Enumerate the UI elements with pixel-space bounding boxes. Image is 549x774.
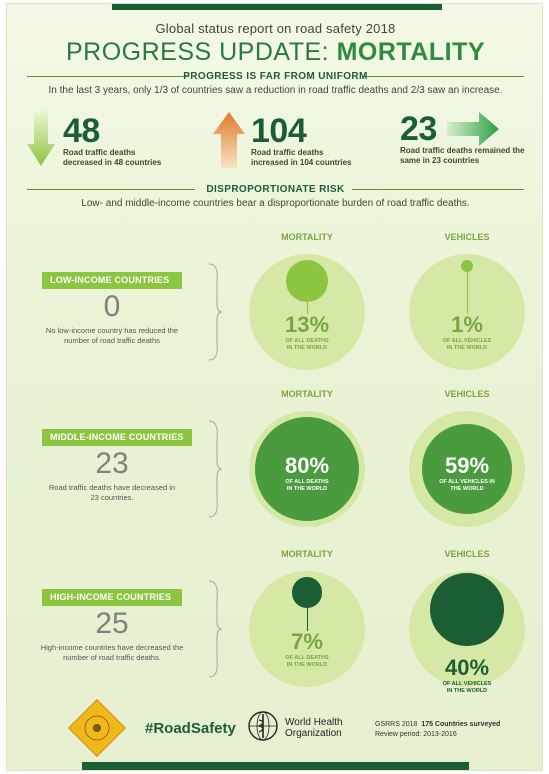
vehicles-heading: VEHICLES — [444, 549, 490, 559]
income-group-count: 0 — [103, 290, 121, 323]
divider — [27, 76, 189, 77]
mortality-percent-label: IN THE WORLD — [286, 345, 328, 351]
vehicles-percent-label: IN THE WORLD — [446, 345, 488, 351]
review-period: Review period: 2013-2016 — [375, 731, 457, 738]
who-emblem-icon — [248, 711, 278, 741]
mortality-percent: 13% — [284, 312, 330, 337]
mortality-percent-label: IN THE WORLD — [286, 662, 328, 668]
progress-description: In the last 3 years, only 1/3 of countri… — [48, 85, 503, 96]
mortality-stem — [307, 607, 308, 631]
stat-line: Road traffic deaths — [63, 148, 136, 157]
vehicles-heading: VEHICLES — [444, 232, 490, 242]
stat-increased: 104 Road traffic deaths increased in 104… — [251, 114, 352, 168]
report-subtitle: Global status report on road safety 2018 — [155, 21, 396, 36]
divider — [27, 189, 195, 190]
vehicles-share-circle — [430, 573, 504, 647]
stat-decreased: 48 Road traffic deaths decreased in 48 c… — [63, 114, 161, 168]
income-group-label: LOW-INCOME COUNTRIES — [42, 272, 182, 289]
vehicles-percent: 1% — [451, 312, 483, 337]
mortality-percent-label: OF ALL DEATHS — [285, 479, 329, 485]
mortality-heading: MORTALITY — [281, 232, 333, 242]
mortality-heading: MORTALITY — [281, 549, 333, 559]
stat-line: same in 23 countries — [400, 156, 480, 165]
vehicles-percent: 40% — [444, 655, 490, 680]
income-group-desc: Road traffic deaths have decreased in — [48, 483, 176, 492]
brace-icon — [208, 580, 223, 678]
who-line: World Health — [285, 717, 343, 728]
bottom-bar — [82, 762, 469, 770]
vehicles-percent-label: IN THE WORLD — [446, 688, 488, 694]
mortality-stem — [307, 301, 308, 314]
mortality-share-circle — [291, 577, 323, 608]
mortality-share-circle — [286, 260, 328, 302]
income-group-label: MIDDLE-INCOME COUNTRIES — [42, 429, 192, 446]
up-arrow-icon — [213, 112, 245, 168]
hashtag: #RoadSafety — [145, 720, 236, 737]
progress-heading: PROGRESS IS FAR FROM UNIFORM — [183, 71, 368, 82]
vehicles-percent-label: OF ALL VEHICLES IN — [439, 479, 495, 485]
survey-info: GSRRS 2018 175 Countries surveyed Review… — [375, 720, 500, 740]
risk-description: Low- and middle-income countries bear a … — [81, 198, 470, 209]
income-group-desc: No low-income country has reduced the — [45, 326, 179, 335]
stat-line: decreased in 48 countries — [63, 158, 162, 167]
infographic-page: Global status report on road safety 2018… — [6, 3, 543, 771]
divider — [362, 76, 524, 77]
stat-line: Road traffic deaths remained the — [400, 146, 525, 155]
divider — [352, 189, 524, 190]
vehicles-percent-label: OF ALL VEHICLES — [442, 681, 492, 687]
income-group-count: 23 — [95, 447, 129, 480]
right-arrow-icon — [447, 112, 499, 146]
vehicles-percent: 59% — [444, 453, 490, 478]
income-group-label: HIGH-INCOME COUNTRIES — [42, 589, 182, 606]
income-group-desc: number of road traffic deaths — [64, 336, 160, 345]
vehicles-share-circle — [422, 424, 512, 514]
vehicles-stem — [467, 271, 468, 314]
mortality-percent-label: OF ALL DEATHS — [285, 338, 329, 344]
down-arrow-icon — [27, 110, 55, 166]
stat-line: Road traffic deaths — [251, 148, 324, 157]
stat-value: 48 — [63, 112, 100, 150]
vehicles-heading: VEHICLES — [444, 389, 490, 399]
stat-value: 23 — [400, 110, 437, 148]
stat-value: 104 — [251, 112, 307, 150]
vehicles-percent-label: OF ALL VEHICLES — [442, 338, 492, 344]
page-title: PROGRESS UPDATE: MORTALITY — [7, 38, 542, 67]
mortality-heading: MORTALITY — [281, 389, 333, 399]
mortality-percent: 80% — [284, 453, 330, 478]
mortality-share-circle — [255, 417, 359, 521]
who-line: Organization — [285, 728, 342, 739]
vehicles-percent-label: THE WORLD — [450, 486, 484, 492]
top-bar — [112, 4, 442, 10]
mortality-percent: 7% — [291, 629, 323, 654]
brace-icon — [208, 420, 223, 518]
income-group-desc: High-income countries have decreased the — [40, 643, 184, 652]
income-group-desc: number of road traffic deaths. — [63, 653, 161, 662]
brace-icon — [208, 263, 223, 361]
vehicles-share-circle — [461, 260, 473, 272]
income-group-count: 25 — [95, 607, 129, 640]
stat-same: 23 Road traffic deaths remained the same… — [400, 112, 524, 166]
gsrrs-label: GSRRS 2018 — [375, 721, 418, 728]
title-prefix: PROGRESS UPDATE: — [65, 38, 330, 66]
risk-heading: DISPROPORTIONATE RISK — [206, 184, 345, 195]
who-name: World Health Organization — [285, 717, 343, 739]
countries-surveyed: 175 Countries surveyed — [421, 721, 501, 728]
decade-of-action-badge — [68, 699, 126, 757]
stat-line: increased in 104 countries — [251, 158, 352, 167]
title-emphasis: MORTALITY — [336, 38, 486, 66]
mortality-percent-label: OF ALL DEATHS — [285, 655, 329, 661]
mortality-percent-label: IN THE WORLD — [286, 486, 328, 492]
income-group-desc: 23 countries. — [90, 493, 134, 502]
